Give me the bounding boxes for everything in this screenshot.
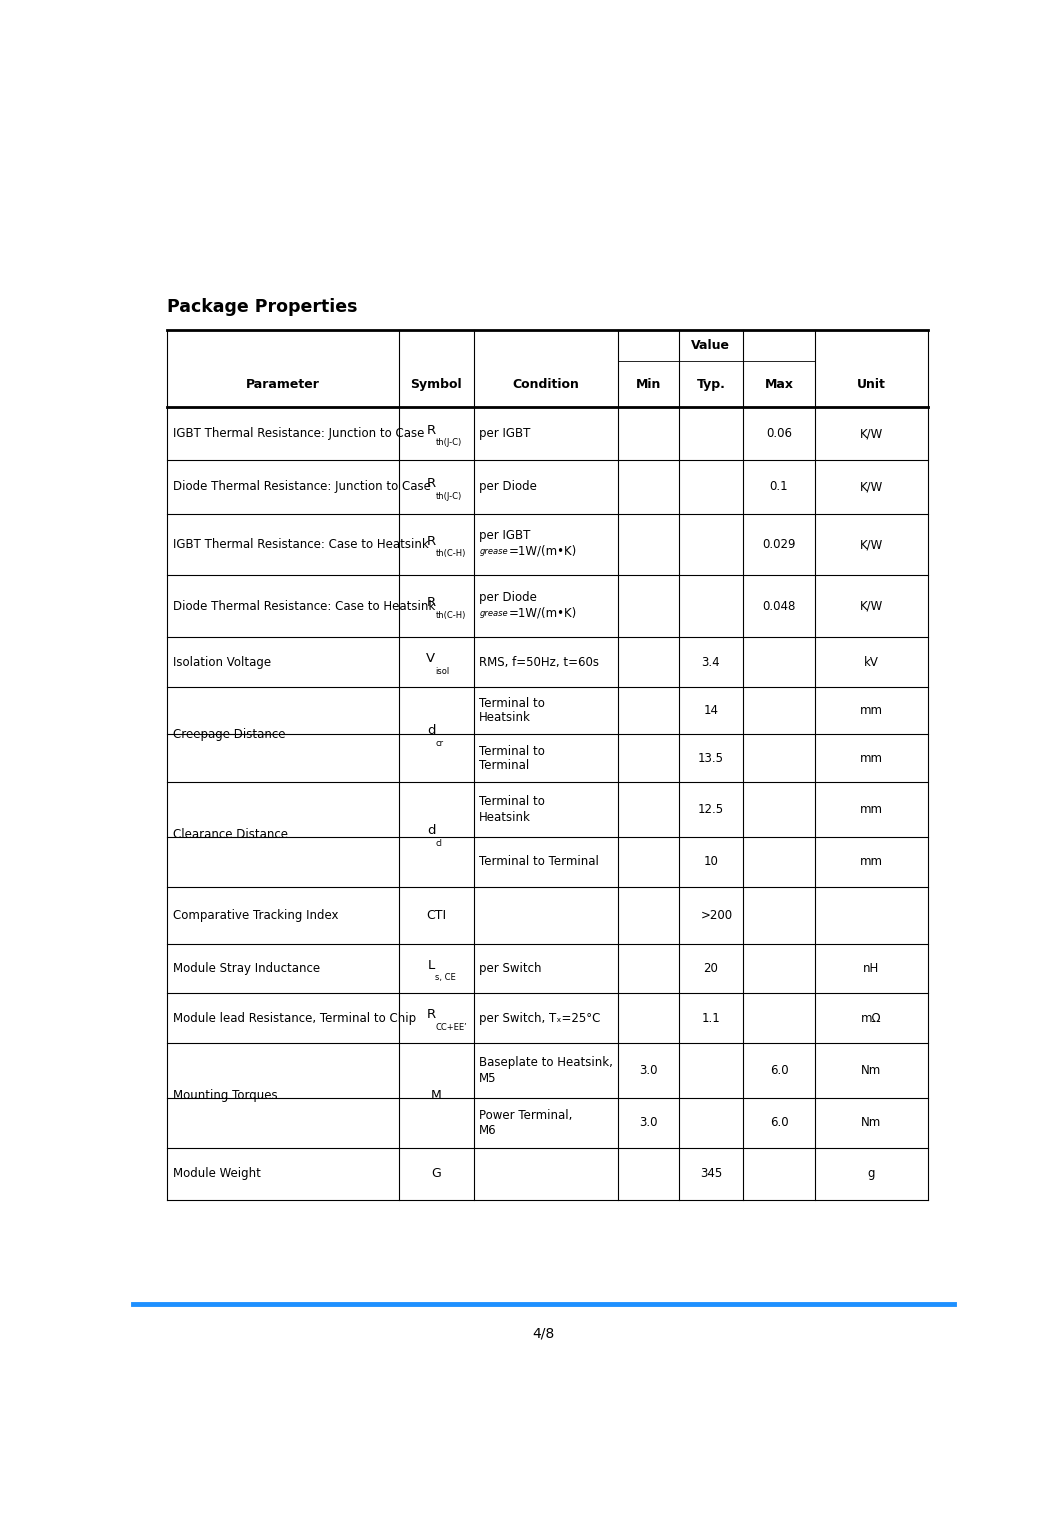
Text: d: d	[427, 724, 436, 738]
Text: Isolation Voltage: Isolation Voltage	[173, 655, 271, 669]
Text: K/W: K/W	[860, 600, 883, 612]
Text: M6: M6	[479, 1124, 497, 1136]
Text: K/W: K/W	[860, 537, 883, 551]
Text: 0.06: 0.06	[766, 427, 792, 439]
Text: R: R	[426, 597, 436, 609]
Text: Clearance Distance: Clearance Distance	[173, 828, 287, 841]
Text: s, CE: s, CE	[436, 974, 456, 983]
Text: Value: Value	[691, 338, 730, 352]
Text: per Switch: per Switch	[479, 961, 542, 975]
Text: th(J-C): th(J-C)	[436, 491, 462, 501]
Text: Module Stray Inductance: Module Stray Inductance	[173, 961, 320, 975]
Text: mm: mm	[860, 856, 883, 868]
Text: Baseplate to Heatsink,: Baseplate to Heatsink,	[479, 1056, 613, 1069]
Text: CTI: CTI	[426, 909, 446, 922]
Text: kV: kV	[864, 655, 879, 669]
Text: th(C-H): th(C-H)	[436, 550, 465, 559]
Text: per IGBT: per IGBT	[479, 528, 531, 542]
Text: Terminal to Terminal: Terminal to Terminal	[479, 856, 599, 868]
Text: R: R	[426, 478, 436, 490]
Text: 6.0: 6.0	[770, 1064, 789, 1076]
Text: Mounting Torques: Mounting Torques	[173, 1089, 278, 1102]
Text: isol: isol	[436, 668, 449, 675]
Text: R: R	[426, 1007, 436, 1021]
Text: Max: Max	[764, 378, 794, 390]
Text: mm: mm	[860, 752, 883, 766]
Text: G: G	[431, 1167, 441, 1180]
Text: 0.1: 0.1	[770, 481, 789, 493]
Text: Terminal to: Terminal to	[479, 744, 545, 758]
Text: g: g	[868, 1167, 876, 1180]
Text: M: M	[431, 1089, 442, 1102]
Text: Unit: Unit	[856, 378, 886, 390]
Text: 3.0: 3.0	[639, 1064, 658, 1076]
Text: CC+EE’: CC+EE’	[436, 1023, 467, 1032]
Text: L: L	[428, 958, 436, 972]
Text: IGBT Thermal Resistance: Case to Heatsink: IGBT Thermal Resistance: Case to Heatsin…	[173, 537, 428, 551]
Text: 14: 14	[704, 704, 719, 717]
Text: Heatsink: Heatsink	[479, 811, 531, 824]
Text: Diode Thermal Resistance: Case to Heatsink: Diode Thermal Resistance: Case to Heatsi…	[173, 600, 435, 612]
Text: 3.0: 3.0	[639, 1116, 658, 1130]
Text: Symbol: Symbol	[410, 378, 462, 390]
Text: grease: grease	[479, 609, 508, 617]
Text: per IGBT: per IGBT	[479, 427, 531, 439]
Text: IGBT Thermal Resistance: Junction to Case: IGBT Thermal Resistance: Junction to Cas…	[173, 427, 424, 439]
Text: >200: >200	[701, 909, 732, 922]
Text: cr: cr	[436, 739, 443, 749]
Text: Diode Thermal Resistance: Junction to Case: Diode Thermal Resistance: Junction to Ca…	[173, 481, 430, 493]
Text: nH: nH	[863, 961, 880, 975]
Text: per Switch, Tₓ=25°C: per Switch, Tₓ=25°C	[479, 1012, 601, 1024]
Text: R: R	[426, 534, 436, 548]
Text: Nm: Nm	[862, 1116, 882, 1130]
Text: Nm: Nm	[862, 1064, 882, 1076]
Text: 345: 345	[700, 1167, 722, 1180]
Text: M5: M5	[479, 1072, 497, 1085]
Text: Terminal: Terminal	[479, 759, 530, 772]
Text: 0.029: 0.029	[762, 537, 796, 551]
Text: cl: cl	[436, 839, 442, 848]
Text: per Diode: per Diode	[479, 591, 537, 603]
Text: Parameter: Parameter	[246, 378, 320, 390]
Text: Typ.: Typ.	[696, 378, 725, 390]
Text: Comparative Tracking Index: Comparative Tracking Index	[173, 909, 338, 922]
Text: Min: Min	[636, 378, 661, 390]
Text: mm: mm	[860, 704, 883, 717]
Text: Package Properties: Package Properties	[167, 297, 357, 315]
Text: Condition: Condition	[512, 378, 579, 390]
Text: 20: 20	[704, 961, 719, 975]
Text: th(C-H): th(C-H)	[436, 611, 465, 620]
Text: V: V	[426, 652, 436, 664]
Text: 3.4: 3.4	[702, 655, 720, 669]
Text: mm: mm	[860, 804, 883, 816]
Text: =1W/(m•K): =1W/(m•K)	[509, 545, 577, 557]
Text: d: d	[427, 824, 436, 837]
Text: 1.1: 1.1	[702, 1012, 721, 1024]
Text: 12.5: 12.5	[697, 804, 724, 816]
Text: 10: 10	[704, 856, 719, 868]
Text: K/W: K/W	[860, 427, 883, 439]
Text: mΩ: mΩ	[861, 1012, 882, 1024]
Text: 13.5: 13.5	[697, 752, 724, 766]
Text: th(J-C): th(J-C)	[436, 438, 462, 447]
Text: Heatsink: Heatsink	[479, 712, 531, 724]
Text: 0.048: 0.048	[762, 600, 796, 612]
Text: Power Terminal,: Power Terminal,	[479, 1108, 572, 1122]
Text: RMS, f=50Hz, t=60s: RMS, f=50Hz, t=60s	[479, 655, 599, 669]
Text: R: R	[426, 424, 436, 436]
Text: K/W: K/W	[860, 481, 883, 493]
Text: Creepage Distance: Creepage Distance	[173, 727, 285, 741]
Text: Module lead Resistance, Terminal to Chip: Module lead Resistance, Terminal to Chip	[173, 1012, 416, 1024]
Text: =1W/(m•K): =1W/(m•K)	[509, 606, 577, 620]
Text: per Diode: per Diode	[479, 481, 537, 493]
Text: Terminal to: Terminal to	[479, 795, 545, 808]
Text: Module Weight: Module Weight	[173, 1167, 261, 1180]
Text: 6.0: 6.0	[770, 1116, 789, 1130]
Text: Terminal to: Terminal to	[479, 697, 545, 710]
Text: 4/8: 4/8	[532, 1326, 554, 1340]
Text: grease: grease	[479, 547, 508, 556]
